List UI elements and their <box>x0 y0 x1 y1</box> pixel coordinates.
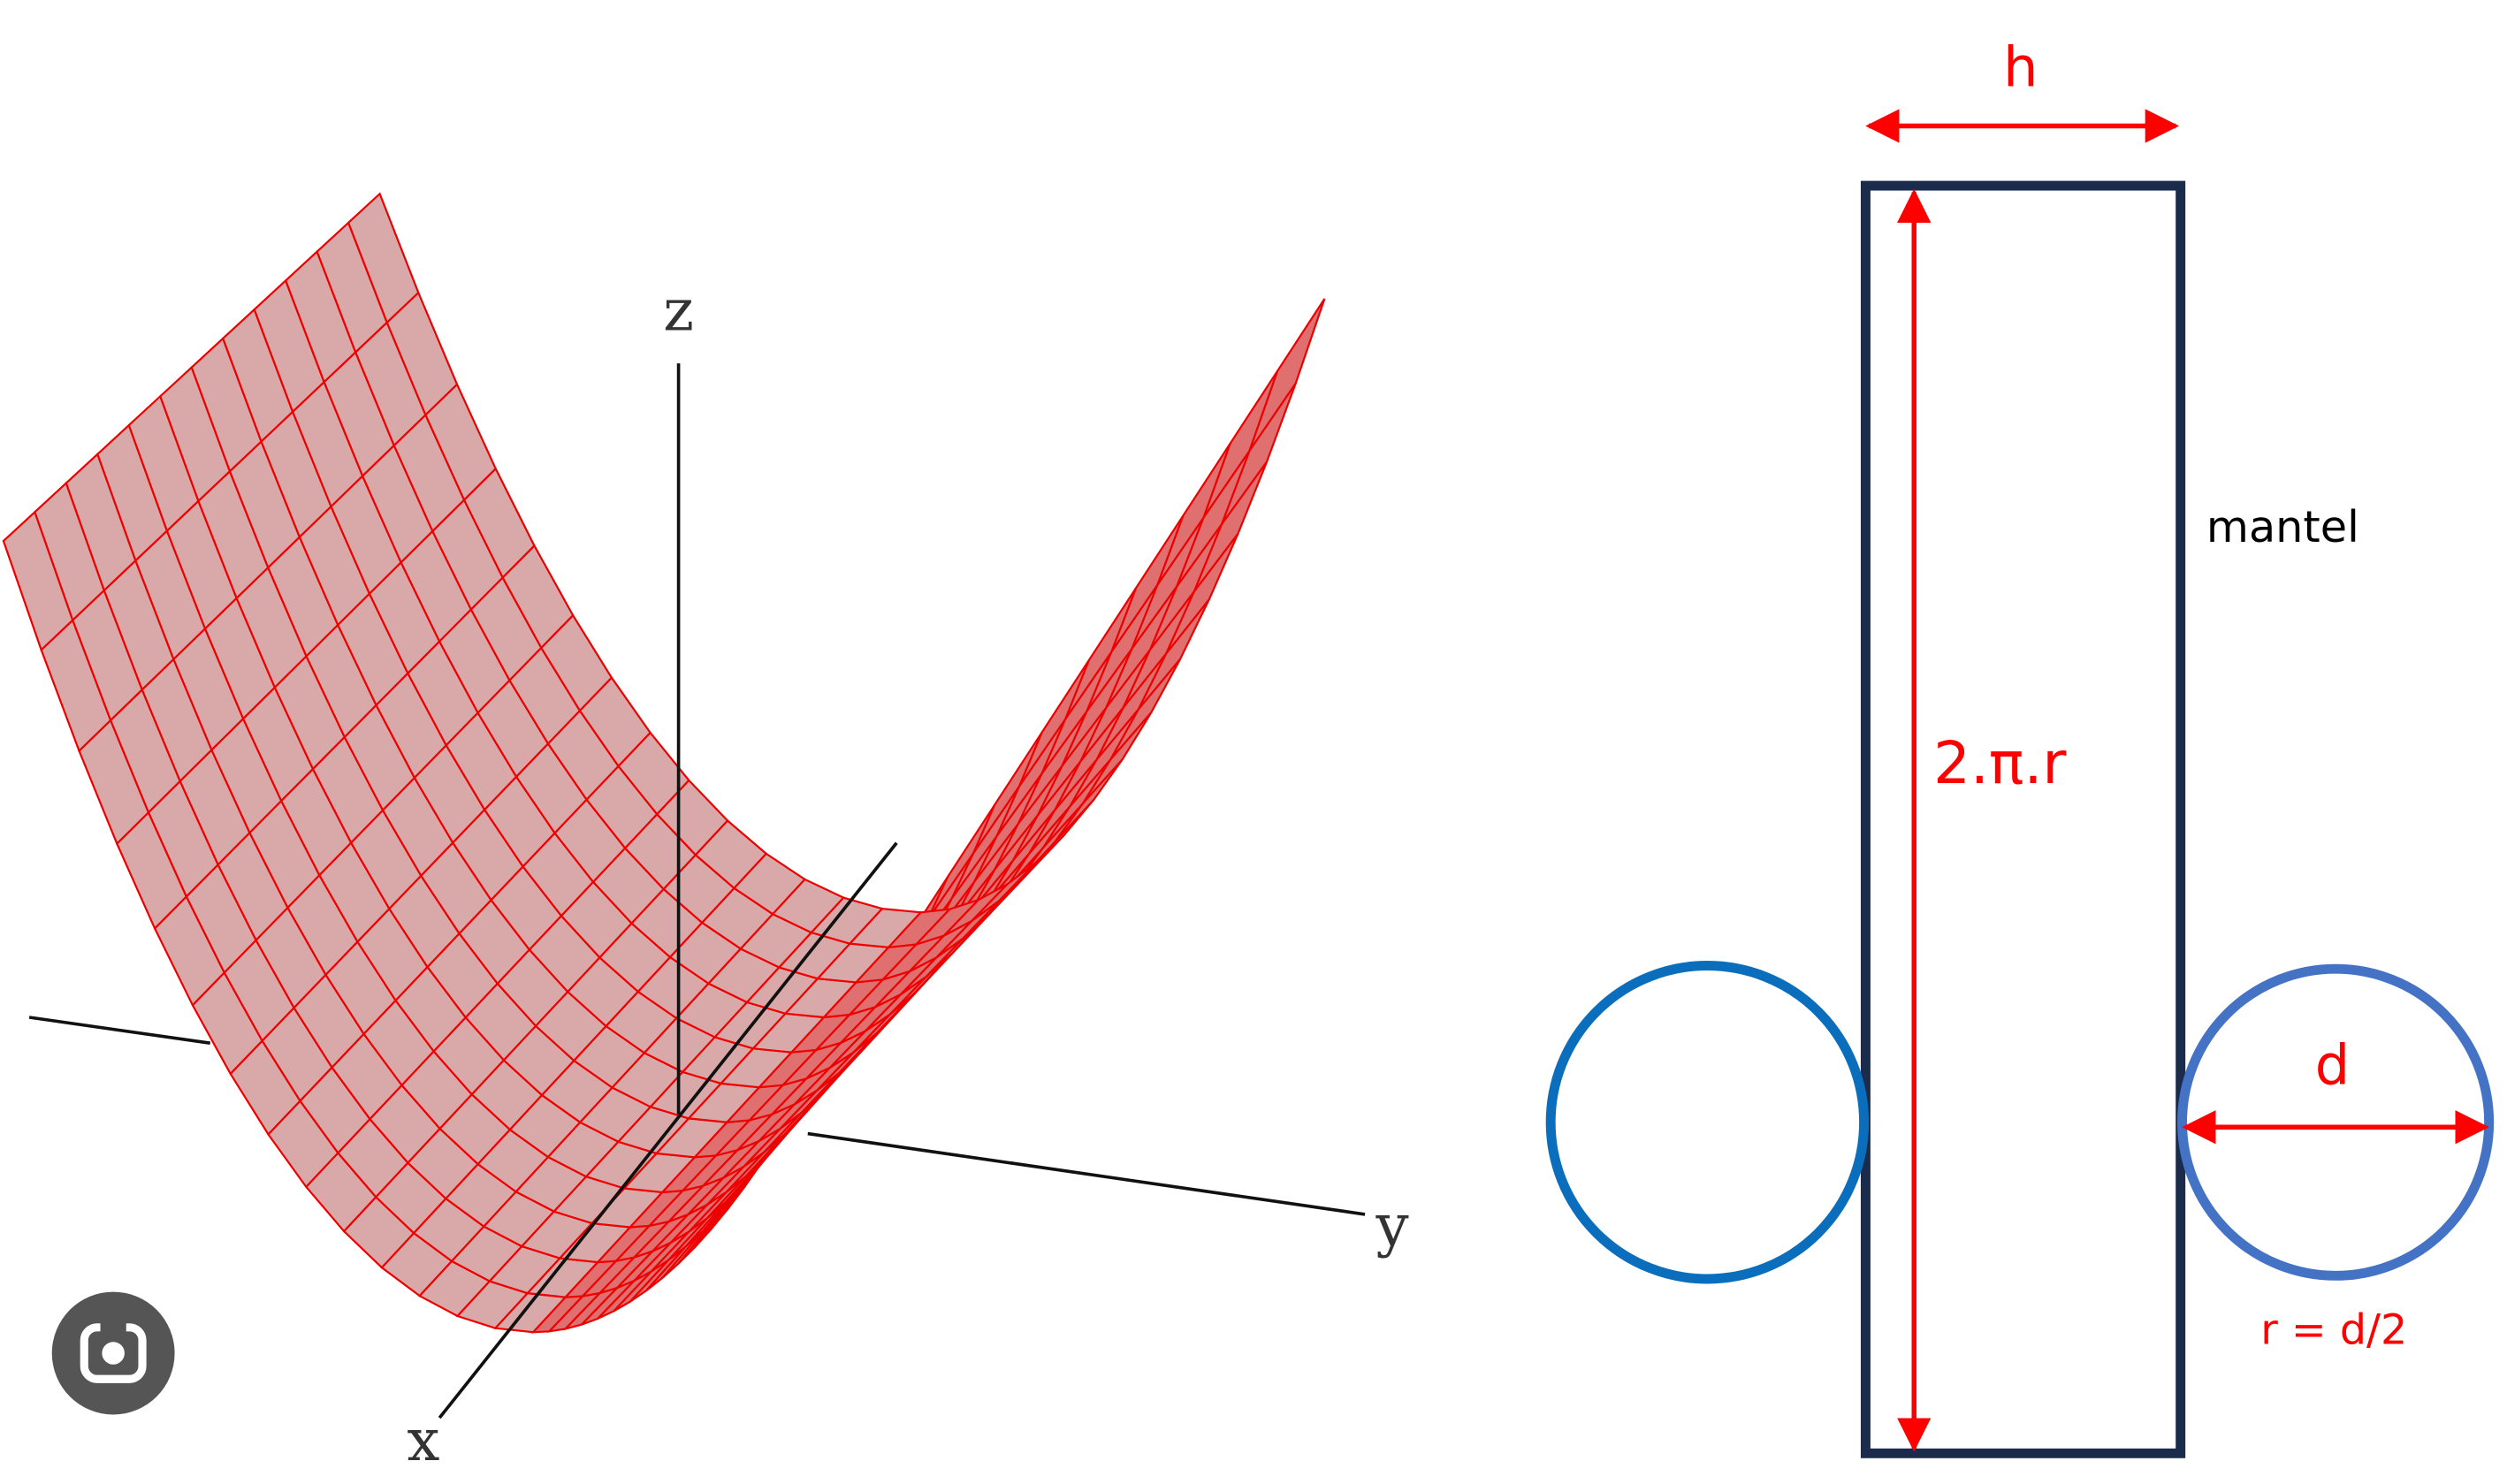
surface-mesh <box>2 192 1326 1334</box>
h-label: h <box>2003 34 2038 99</box>
mantel-label: mantel <box>2206 501 2359 552</box>
x-axis <box>438 841 898 1419</box>
circle-right <box>2177 963 2495 1281</box>
z-label: z <box>663 276 694 344</box>
y-axis <box>807 1131 1366 1216</box>
mesh-cell <box>1248 298 1326 452</box>
circle-left <box>1545 961 1870 1284</box>
d-label: d <box>2315 1033 2350 1098</box>
mantel-rect <box>1860 180 2186 1458</box>
y-label: y <box>1375 1191 1409 1259</box>
radius-label: r = d/2 <box>2260 1305 2407 1354</box>
circumference-label: 2.π.r <box>1933 729 2067 797</box>
lens-icon <box>51 1291 175 1415</box>
y-axis-back <box>28 1016 211 1046</box>
x-label: x <box>407 1406 439 1474</box>
